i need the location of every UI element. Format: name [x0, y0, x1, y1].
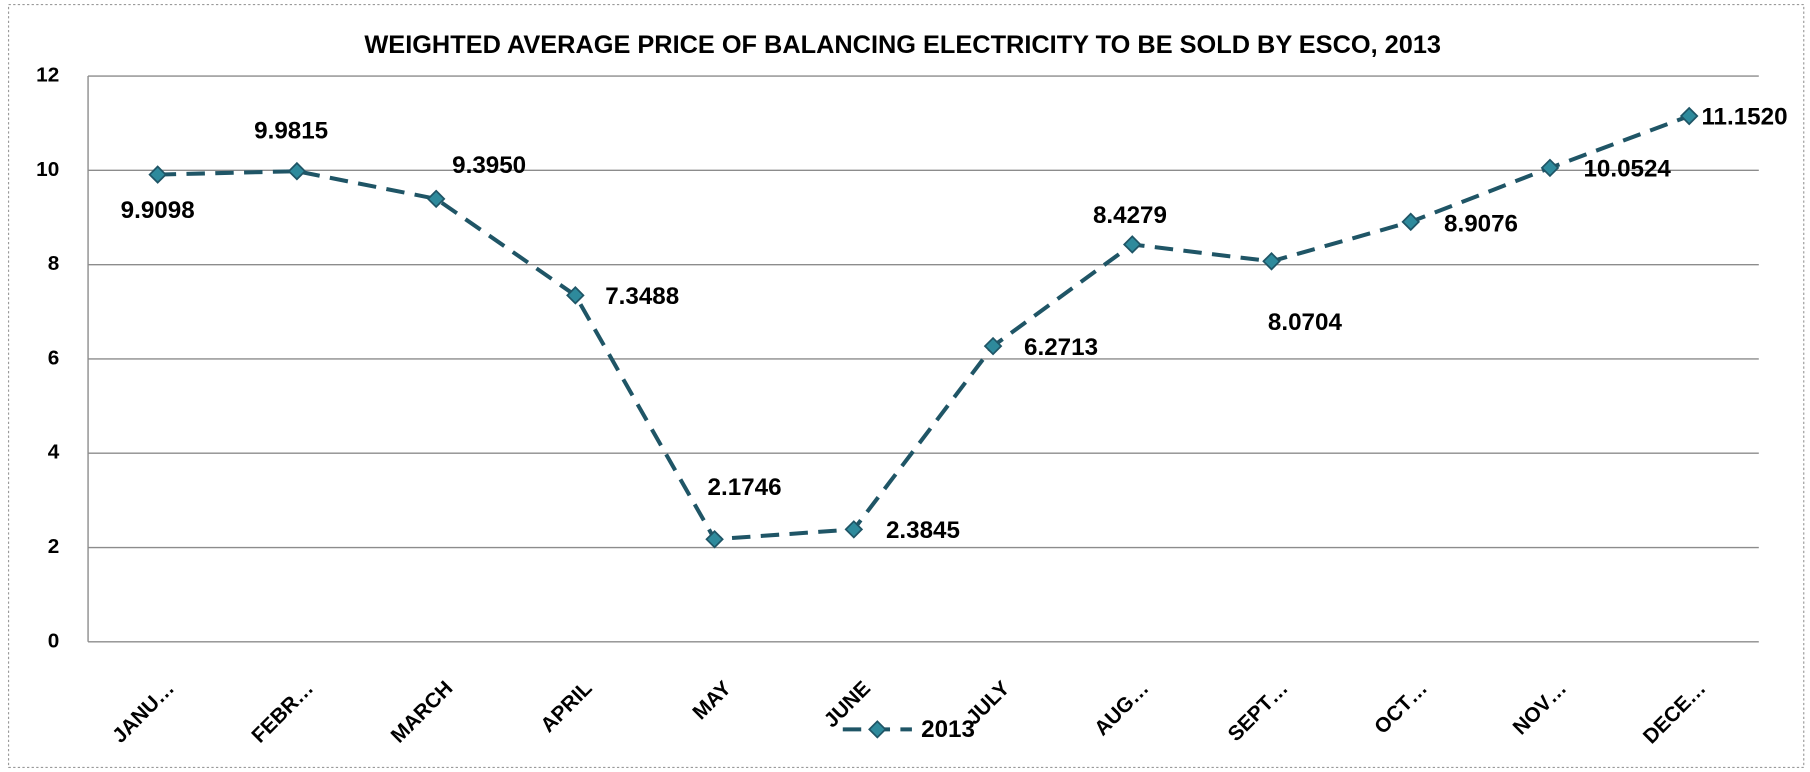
marker [983, 336, 1003, 356]
data-label: 9.3950 [452, 152, 526, 179]
data-label: 7.3488 [605, 283, 679, 310]
y-tick-label: 12 [36, 64, 59, 87]
y-tick-label: 6 [48, 346, 60, 369]
y-tick-label: 8 [48, 252, 60, 275]
y-tick-label: 4 [48, 441, 60, 464]
marker [1401, 212, 1421, 232]
legend-label: 2013 [921, 716, 975, 743]
legend-marker [868, 720, 887, 739]
marker [426, 189, 446, 209]
series-line [157, 114, 1690, 542]
data-label: 8.9076 [1444, 211, 1518, 238]
data-label: 9.9815 [254, 117, 328, 144]
chart-frame [7, 4, 1805, 768]
marker [287, 161, 307, 181]
marker [705, 529, 724, 549]
y-tick-label: 0 [48, 629, 60, 652]
marker [844, 520, 864, 539]
data-label: 6.2713 [1024, 334, 1098, 361]
data-label: 11.1520 [1701, 104, 1787, 131]
y-tick-label: 10 [36, 158, 59, 181]
data-label: 8.4279 [1093, 202, 1167, 229]
marker [1679, 106, 1699, 126]
data-label: 10.0524 [1583, 156, 1671, 183]
marker [566, 286, 585, 305]
data-label: 8.0704 [1268, 309, 1343, 336]
data-label: 2.3845 [886, 517, 960, 544]
data-label: 2.1746 [708, 474, 782, 501]
marker [1262, 252, 1281, 271]
data-label: 9.9098 [121, 197, 195, 224]
marker [1122, 235, 1142, 254]
y-tick-label: 2 [48, 535, 60, 558]
chart-title: WEIGHTED AVERAGE PRICE OF BALANCING ELEC… [364, 31, 1441, 59]
marker [1540, 158, 1560, 178]
marker [148, 165, 167, 184]
